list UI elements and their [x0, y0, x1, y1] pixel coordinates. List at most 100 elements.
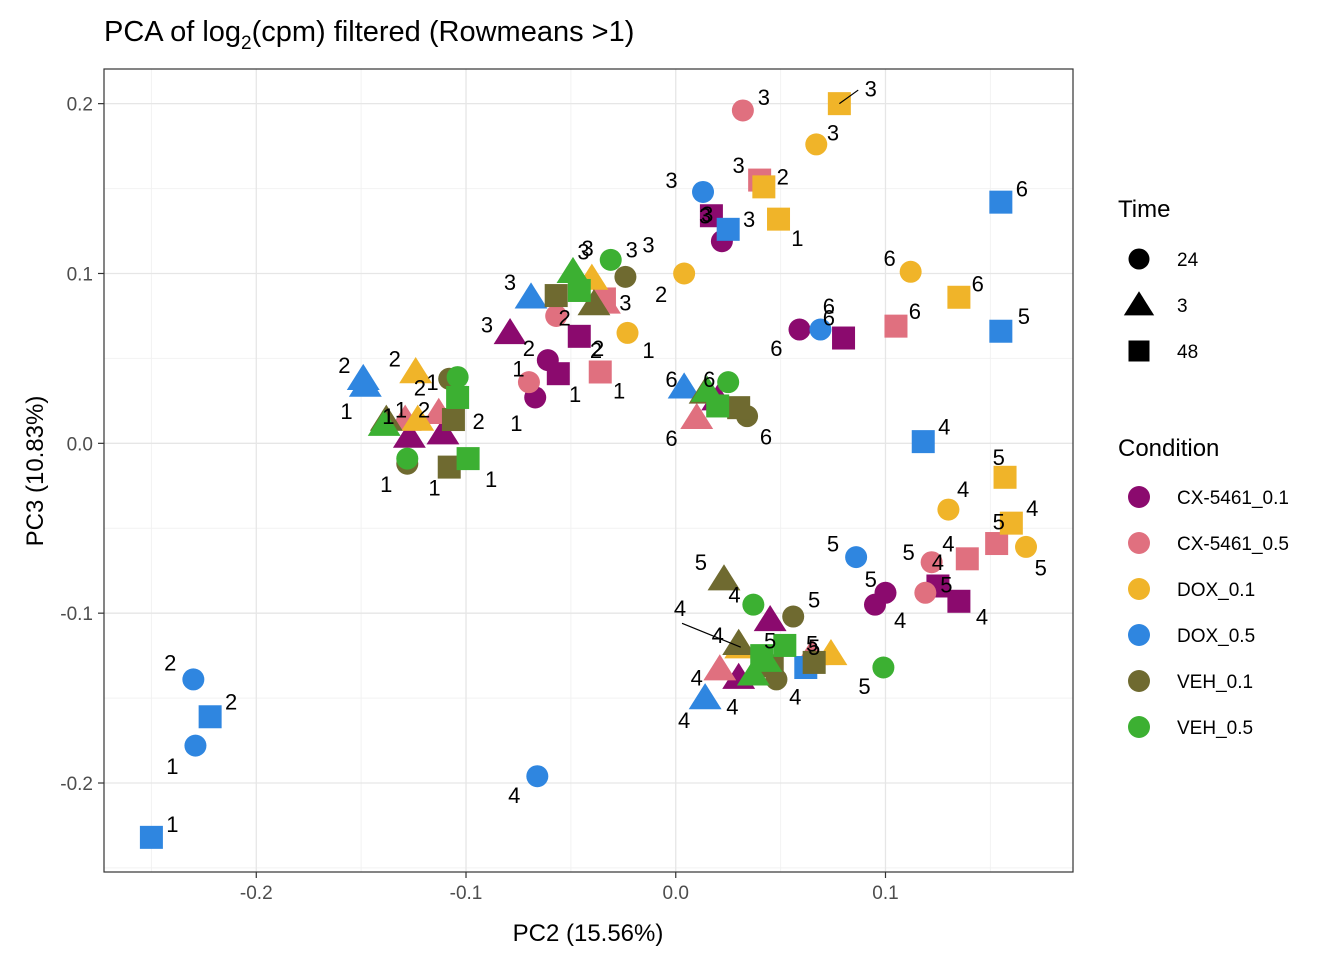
point-label: 5 — [902, 540, 914, 565]
data-point — [920, 551, 943, 574]
data-point — [588, 360, 612, 384]
data-point — [947, 285, 971, 309]
chart-title: PCA of log2(cpm) filtered (Rowmeans >1) — [104, 16, 634, 54]
data-point — [947, 589, 971, 613]
data-point — [753, 605, 787, 632]
point-label: 1 — [791, 226, 803, 251]
label-leader-line — [681, 622, 741, 648]
x-tick-label: -0.2 — [240, 883, 273, 904]
point-label: 3 — [619, 290, 631, 315]
point-label: 3 — [701, 202, 713, 227]
data-point — [198, 705, 222, 729]
legend-label-time: 24 — [1177, 250, 1199, 271]
point-label: 1 — [510, 411, 522, 436]
data-point — [692, 180, 715, 203]
legend-key-color — [1128, 532, 1150, 554]
data-point — [782, 605, 805, 628]
point-label: 6 — [884, 246, 896, 271]
y-tick-label: 0.1 — [67, 264, 93, 285]
point-label: 6 — [823, 294, 835, 319]
point-label: 3 — [758, 85, 770, 110]
point-label: 6 — [760, 425, 772, 450]
y-tick-label: -0.2 — [60, 774, 93, 795]
point-label: 3 — [626, 238, 638, 263]
data-point — [567, 324, 591, 348]
data-point — [688, 683, 722, 710]
data-point — [864, 593, 887, 616]
point-label: 2 — [777, 165, 789, 190]
point-label: 1 — [485, 467, 497, 492]
data-point — [139, 825, 163, 849]
data-point — [985, 532, 1009, 556]
legend-title-condition: Condition — [1118, 435, 1219, 462]
point-label: 2 — [592, 336, 604, 361]
point-label: 4 — [678, 708, 690, 733]
data-point — [872, 656, 895, 679]
data-point — [955, 547, 979, 571]
point-label: 5 — [865, 567, 877, 592]
label-leader-line — [838, 89, 859, 105]
point-label: 3 — [642, 233, 654, 258]
data-point — [426, 418, 460, 445]
chart-title-text: PCA of log2(cpm) filtered (Rowmeans >1) — [104, 16, 634, 54]
data-point — [999, 511, 1023, 535]
legend-key-color — [1128, 624, 1150, 646]
data-point — [680, 402, 714, 430]
legend-label-condition: VEH_0.1 — [1177, 672, 1253, 693]
point-label: 5 — [1018, 304, 1030, 329]
y-tick-label: 0.2 — [67, 95, 93, 116]
point-label: 3 — [577, 239, 589, 264]
data-point — [446, 366, 469, 389]
point-label: 3 — [481, 312, 493, 337]
point-label: 4 — [1026, 496, 1038, 521]
data-point — [401, 404, 435, 431]
data-point — [993, 465, 1017, 489]
data-point — [752, 175, 776, 199]
data-point — [441, 408, 465, 432]
data-point — [545, 304, 568, 327]
legend-title-time: Time — [1118, 196, 1170, 223]
plot-grid — [104, 69, 1073, 872]
point-label: 5 — [940, 572, 952, 597]
point-label: 1 — [512, 357, 524, 382]
point-label: 2 — [414, 375, 426, 400]
point-label: 4 — [942, 532, 954, 557]
point-label: 3 — [699, 204, 711, 229]
point-label: 1 — [428, 475, 440, 500]
data-point — [184, 734, 207, 757]
point-label: 2 — [558, 306, 570, 331]
point-label: 6 — [1016, 177, 1028, 202]
data-point — [914, 581, 937, 604]
data-point — [722, 628, 756, 655]
point-label: 4 — [976, 605, 988, 630]
data-point — [673, 262, 696, 285]
point-label: 5 — [808, 588, 820, 613]
data-point — [773, 633, 797, 657]
point-label: 2 — [164, 650, 176, 675]
legend: Time 24 3 48 Condition CX-5461_0.1 CX-5461_0.5… — [1118, 196, 1289, 739]
point-label: 2 — [523, 336, 535, 361]
data-point — [526, 765, 549, 788]
legend-key-square — [1128, 340, 1150, 362]
x-axis-title: PC2 (15.56%) — [513, 920, 664, 947]
point-label: 2 — [418, 397, 430, 422]
point-label: 1 — [166, 754, 178, 779]
point-label: 3 — [865, 76, 877, 101]
data-point — [1015, 535, 1038, 558]
point-label: 5 — [806, 632, 818, 657]
legend-key-color — [1128, 670, 1150, 692]
point-label: 5 — [993, 509, 1005, 534]
data-point — [911, 430, 935, 454]
point-label: 1 — [569, 382, 581, 407]
data-point — [727, 396, 751, 420]
data-points — [139, 92, 1038, 849]
point-label: 5 — [827, 532, 839, 557]
y-tick-label: 0.0 — [67, 434, 93, 455]
point-label: 4 — [957, 477, 969, 502]
point-label: 5 — [764, 628, 776, 653]
data-point — [437, 455, 461, 479]
title-suffix: (cpm) filtered (Rowmeans >1) — [252, 16, 635, 48]
point-label: 4 — [728, 582, 740, 607]
legend-key-color — [1128, 486, 1150, 508]
legend-key-color — [1128, 578, 1150, 600]
